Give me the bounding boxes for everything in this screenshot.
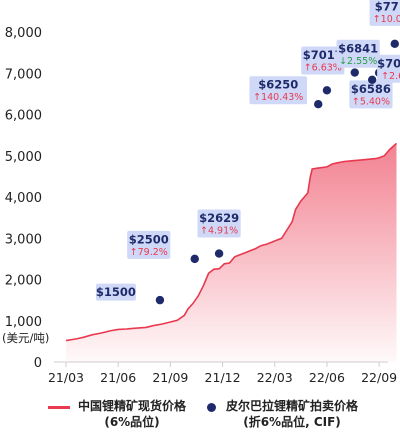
auction-price-label: $6250↑140.43% [249,76,308,105]
auction-price-label: $1500 [95,283,136,301]
x-tick-label: 22/03 [257,370,293,385]
label-change: ↑5.40% [352,96,390,107]
legend: 中国锂精矿现货价格 (6%品位) 皮尔巴拉锂精矿拍卖价格 (折6%品位, CIF… [0,398,400,438]
label-box [336,39,380,68]
auction-price-point [214,249,224,258]
label-change: ↑79.2% [130,247,168,258]
legend-line-swatch [48,406,70,409]
label-price: $1500 [96,285,136,299]
y-tick-label: 3,000 [5,232,42,247]
label-box [95,283,136,301]
label-change: ↑6.63% [304,63,342,74]
label-box [249,76,308,105]
auction-price-point [367,75,377,85]
label-box [349,80,393,109]
x-tick-label: 21/03 [48,370,84,385]
legend-sublabel-spot-price: (6%品位) [104,415,160,429]
auction-price-point [350,68,359,77]
auction-price-point [314,99,323,109]
label-price: $2500 [129,232,169,246]
x-tick-label: 22/06 [309,370,345,385]
x-tick-label: 21/06 [100,370,136,385]
legend-item-auction-price: 皮尔巴拉锂精矿拍卖价格 (折6%品位, CIF) [207,398,358,430]
y-axis-label: (美元/吨) [2,331,49,345]
auction-price-label: $6841↓2.55% [336,39,380,68]
label-change: ↑140.43% [253,92,303,103]
y-tick-label: 2,000 [5,274,42,289]
spot-price-line [65,142,398,342]
auction-price-point [322,86,332,95]
x-tick-label: 21/09 [152,370,188,385]
label-change: ↓2.55% [339,56,377,67]
y-tick-label: 0 [34,356,42,371]
legend-sublabel-auction-price: (折6%品位, CIF) [243,415,341,429]
auction-price-label: $7017↑6.63% [301,46,345,75]
y-tick-label: 8,000 [5,26,42,41]
legend-label-auction-price: 皮尔巴拉锂精矿拍卖价格 [226,399,359,413]
label-change: ↑2.6% [381,71,400,82]
label-price: $7017 [303,48,343,62]
label-box [197,209,241,238]
y-tick-label: 7,000 [5,67,42,82]
label-price: $6586 [351,82,391,96]
y-tick-label: 1,000 [5,315,42,330]
auction-price-label: $2500↑79.2% [127,230,171,259]
x-tick-label: 21/12 [205,370,241,385]
label-price: $7713 [375,0,400,13]
spot-price-area [66,143,397,362]
auction-price-label: $7012↑2.6% [377,54,400,83]
x-tick-label: 22/09 [361,370,397,385]
y-tick-label: 6,000 [5,109,42,124]
legend-dot-swatch [207,403,216,412]
y-tick-label: 5,000 [5,150,42,165]
label-price: $6250 [258,78,298,92]
label-box [127,230,171,259]
y-tick-label: 4,000 [5,191,42,206]
label-price: $6841 [338,41,378,55]
label-change: ↑10.05% [373,14,400,25]
label-box [301,46,345,75]
auction-price-point [155,295,165,305]
auction-price-label: $2629↑4.91% [197,209,241,238]
auction-price-point [190,254,199,264]
legend-label-spot-price: 中国锂精矿现货价格 [78,399,187,413]
auction-price-label: $7713↑10.05% [369,0,400,26]
label-price: $7012 [377,56,400,70]
legend-item-spot-price: 中国锂精矿现货价格 (6%品位) [48,398,186,430]
auction-price-label: $6586↑5.40% [349,80,393,109]
label-price: $2629 [199,211,239,225]
auction-price-point [390,39,399,49]
label-box [369,0,400,26]
label-change: ↑4.91% [200,226,238,237]
chart-svg: 0 1,000 2,000 3,000 4,000 5,000 6,000 7,000 8,00… [2,0,400,385]
label-box [377,54,400,83]
